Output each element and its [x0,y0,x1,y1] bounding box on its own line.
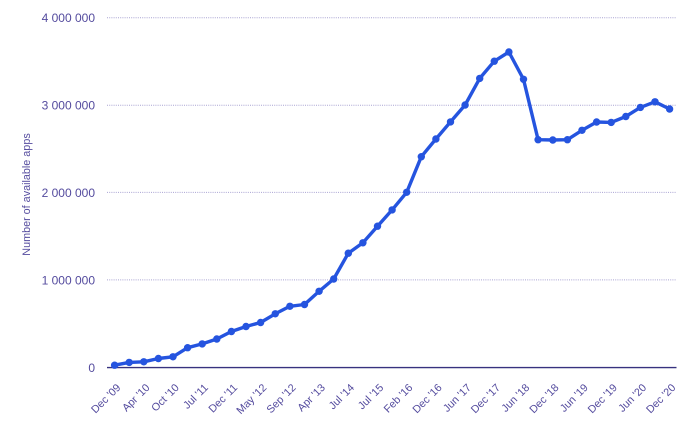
svg-text:Number of available apps: Number of available apps [21,133,33,256]
svg-text:Dec '16: Dec '16 [410,382,444,416]
svg-text:Jun '17: Jun '17 [441,382,474,415]
svg-text:Dec '20: Dec '20 [644,382,678,416]
svg-text:Apr '13: Apr '13 [295,382,327,414]
svg-text:Jun '19: Jun '19 [558,382,591,415]
svg-text:May '12: May '12 [234,382,269,417]
svg-text:Dec '09: Dec '09 [89,382,123,416]
svg-text:Dec '19: Dec '19 [586,382,620,416]
svg-text:Jun '18: Jun '18 [499,382,532,415]
svg-text:Sep '12: Sep '12 [264,382,298,416]
svg-text:1 000 000: 1 000 000 [42,273,96,287]
svg-text:Jun '20: Jun '20 [616,382,649,415]
svg-text:Apr '10: Apr '10 [120,382,152,414]
svg-text:2 000 000: 2 000 000 [42,186,96,200]
svg-text:Oct '10: Oct '10 [149,382,181,414]
svg-text:4 000 000: 4 000 000 [42,11,96,25]
svg-text:Jul '14: Jul '14 [327,382,357,412]
svg-text:0: 0 [88,361,95,375]
svg-text:Dec '18: Dec '18 [527,382,561,416]
svg-text:3 000 000: 3 000 000 [42,99,96,113]
svg-text:Dec '17: Dec '17 [469,382,503,416]
svg-text:Feb '16: Feb '16 [382,382,416,416]
